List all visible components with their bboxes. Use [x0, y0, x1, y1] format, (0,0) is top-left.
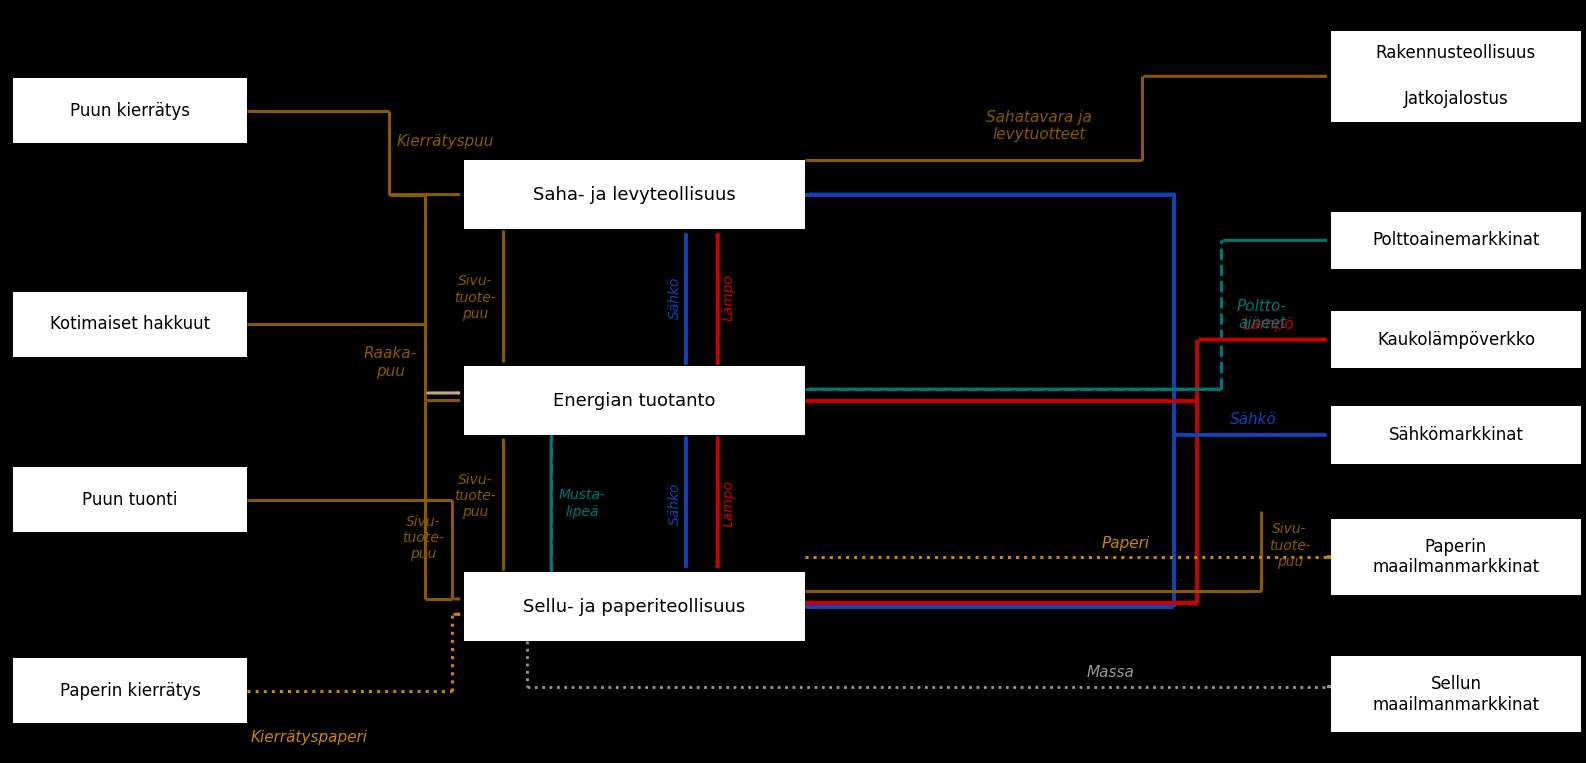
Text: Polttoainemarkkinat: Polttoainemarkkinat — [1372, 231, 1540, 250]
Text: Sellun
maailmanmarkkinat: Sellun maailmanmarkkinat — [1372, 675, 1540, 713]
Text: Sähkömarkkinat: Sähkömarkkinat — [1388, 426, 1524, 444]
Text: Sellu- ja paperiteollisuus: Sellu- ja paperiteollisuus — [523, 597, 745, 616]
FancyBboxPatch shape — [465, 366, 806, 435]
FancyBboxPatch shape — [465, 572, 806, 641]
Text: Saha- ja levyteollisuus: Saha- ja levyteollisuus — [533, 185, 736, 204]
Text: Lämpö: Lämpö — [722, 480, 736, 527]
FancyBboxPatch shape — [13, 79, 247, 143]
Text: Puun tuonti: Puun tuonti — [82, 491, 178, 509]
Text: Kierrätyspaperi: Kierrätyspaperi — [251, 730, 368, 745]
Text: Paperin kierrätys: Paperin kierrätys — [60, 681, 200, 700]
FancyBboxPatch shape — [1331, 31, 1581, 122]
FancyBboxPatch shape — [465, 160, 806, 229]
Text: Jatkojalostus: Jatkojalostus — [1404, 90, 1508, 108]
Text: Raaka-
puu: Raaka- puu — [365, 346, 417, 378]
Text: Sivu-
tuote-
puu: Sivu- tuote- puu — [403, 515, 444, 561]
Text: Puun kierrätys: Puun kierrätys — [70, 101, 190, 120]
FancyBboxPatch shape — [13, 292, 247, 357]
FancyBboxPatch shape — [1331, 519, 1581, 595]
Text: Sivu-
tuote-
puu: Sivu- tuote- puu — [454, 473, 496, 519]
FancyBboxPatch shape — [1331, 212, 1581, 269]
Text: Rakennusteollisuus: Rakennusteollisuus — [1375, 44, 1537, 63]
Text: Paperi: Paperi — [1102, 536, 1150, 551]
Text: Kaukolämpöverkko: Kaukolämpöverkko — [1377, 330, 1535, 349]
Text: Lämpö: Lämpö — [1243, 317, 1294, 332]
Text: Sähkö: Sähkö — [1229, 412, 1277, 427]
Text: Kierrätyspuu: Kierrätyspuu — [396, 134, 493, 149]
Text: Massa: Massa — [1086, 665, 1134, 681]
Text: Sahatavara ja
levytuotteet: Sahatavara ja levytuotteet — [986, 110, 1091, 142]
FancyBboxPatch shape — [13, 467, 247, 533]
Text: Poltto-
aineet: Poltto- aineet — [1237, 298, 1286, 331]
Text: Kotimaiset hakkuut: Kotimaiset hakkuut — [51, 315, 209, 333]
FancyBboxPatch shape — [13, 658, 247, 723]
Text: Sivu-
tuote-
puu: Sivu- tuote- puu — [1269, 523, 1310, 568]
FancyBboxPatch shape — [1331, 656, 1581, 732]
Text: Lämpö: Lämpö — [722, 274, 736, 321]
FancyBboxPatch shape — [1331, 311, 1581, 368]
FancyBboxPatch shape — [1331, 406, 1581, 464]
Text: Energian tuotanto: Energian tuotanto — [554, 391, 715, 410]
Text: Sähkö: Sähkö — [668, 482, 682, 525]
Text: Sähkö: Sähkö — [668, 276, 682, 319]
Text: Paperin
maailmanmarkkinat: Paperin maailmanmarkkinat — [1372, 538, 1540, 576]
Text: Musta-
lipeä: Musta- lipeä — [560, 488, 606, 519]
Text: Sivu-
tuote-
puu: Sivu- tuote- puu — [454, 275, 496, 320]
